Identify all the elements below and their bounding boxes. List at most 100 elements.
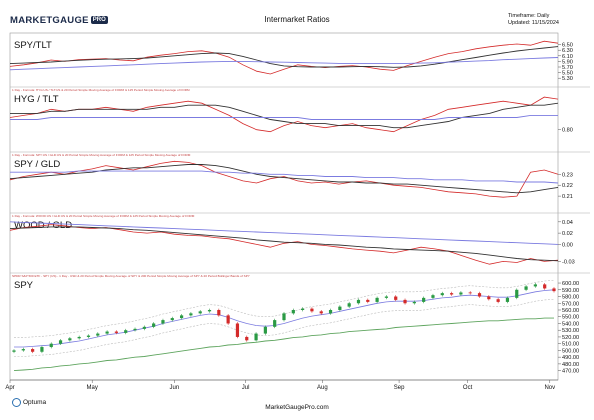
y-tick-label: 6.30 [562,48,573,54]
candle-body [477,293,482,297]
y-tick-label: 560.00 [562,308,579,314]
panel-spy-tlt: SPY/TLT 6.506.306.105.905.705.505.30 [9,40,573,82]
series-ma125 [9,57,559,71]
candle-body [356,299,361,304]
panel-subtitle: 1 Day - Formula: WOOD:US / GLD:US & 20 P… [12,214,195,218]
y-tick-label: 540.00 [562,321,579,327]
candle-body [505,297,510,302]
candle-body [235,323,240,337]
panel-hyg-tlt: 1 Day - Formula: HYG:US / TLT:US & 20 Pe… [9,86,590,134]
panel-title: HYG / TLT [14,94,59,105]
series-ratio [9,40,559,75]
y-tick-label: 5.50 [562,71,573,77]
y-tick-label: 530.00 [562,328,579,334]
x-tick-label: Apr [5,385,14,391]
y-tick-label: 600.00 [562,281,579,287]
candle-body [58,340,63,344]
panel-spy-gld: 1 Day - Formula: SPY:US / GLD:US & 20 Pe… [9,151,590,200]
candle-body [245,336,249,341]
x-tick-label: May [87,385,98,391]
candle-body [543,284,547,289]
candle-body [161,320,165,324]
optuma-label: Optuma [23,399,47,406]
y-tick-label: 0.04 [562,220,573,226]
series-ma200 [13,317,554,372]
y-tick-label: 0.21 [562,194,573,200]
x-axis: Apr May Jun Jul Aug Sep Oct Nov [5,379,558,391]
series-ma20 [9,46,559,68]
panel-title: SPY / GLD [14,159,60,170]
candle-body [394,296,398,300]
candle-body [375,297,379,302]
y-tick-label: 520.00 [562,335,579,341]
series-ma125 [9,221,559,245]
panel-wood-gld: 1 Day - Formula: WOOD:US / GLD:US & 20 P… [9,212,590,265]
series-ratio [9,224,559,265]
y-tick-label: 0.23 [562,172,573,178]
candle-body [524,286,528,290]
series-ma20 [9,226,559,262]
candle-body [301,308,305,310]
candle-body [468,292,472,294]
candle-body [49,343,53,348]
candle-body [440,293,444,296]
candle-body [133,328,137,331]
updated-label: Updated: 11/15/2024 [508,20,559,26]
x-tick-label: Aug [317,385,328,391]
y-tick-label: 0.02 [562,231,573,237]
candle-body [152,323,156,327]
x-tick-label: Sep [394,385,405,391]
y-tick-label: 5.90 [562,59,573,65]
candle-body [496,299,500,302]
candle-body [217,309,221,316]
logo-badge: PRO [90,16,108,24]
bollinger-upper [14,280,555,338]
timeframe-label: Timeframe: Daily [508,13,550,19]
y-tick-label: 500.00 [562,348,579,354]
candle-body [552,288,556,292]
y-tick-label: 550.00 [562,315,579,321]
panel-title: SPY/TLT [14,40,52,51]
plot-border [9,32,559,381]
series-ma125 [10,170,559,184]
candle-body [263,326,267,334]
y-tick-label: 6.50 [562,43,573,49]
candle-body [310,308,314,312]
optuma-brand: Optuma [12,398,46,407]
series-ma125 [10,114,558,120]
candle-body [124,330,128,333]
candle-body [449,293,454,295]
x-tick-label: Jun [170,385,180,391]
logo-text: MARKETGAUGE [10,14,89,26]
panel-subtitle: SPDR S&P 500 ETF - SPY (US) - 1 Day - US… [12,274,250,278]
candle-body [366,299,370,302]
candle-body [86,335,91,337]
marketgauge-logo: MARKETGAUGE PRO [10,14,108,26]
panel-spy: SPDR S&P 500 ETF - SPY (US) - 1 Day - US… [10,272,590,375]
series-ratio [9,160,559,198]
candle-body [31,349,35,352]
candle-body [189,313,193,316]
optuma-logo-icon [12,398,21,407]
candle-body [226,315,230,324]
y-tick-label: 510.00 [562,342,579,348]
candle-body [207,309,212,312]
candle-body [105,331,109,334]
candle-body [403,299,407,304]
panel-subtitle: 1 Day - Formula: HYG:US / TLT:US & 20 Pe… [12,88,190,92]
series-ma20 [10,102,559,129]
candle-body [319,311,323,314]
candle-body [77,336,81,339]
y-tick-label: 590.00 [562,288,579,294]
candle-body [431,295,435,298]
y-tick-label: 6.10 [562,54,573,60]
y-tick-label: 0.22 [562,183,573,189]
candle-body [198,311,202,314]
panels-layer: SPY/TLT 6.506.306.105.905.705.505.30 1 Day… [9,32,590,381]
candle-body [254,333,258,341]
y-tick-label: 490.00 [562,355,579,361]
chart-title: Intermarket Ratios [264,15,330,24]
candle-body [96,333,100,336]
candle-body [459,292,463,295]
